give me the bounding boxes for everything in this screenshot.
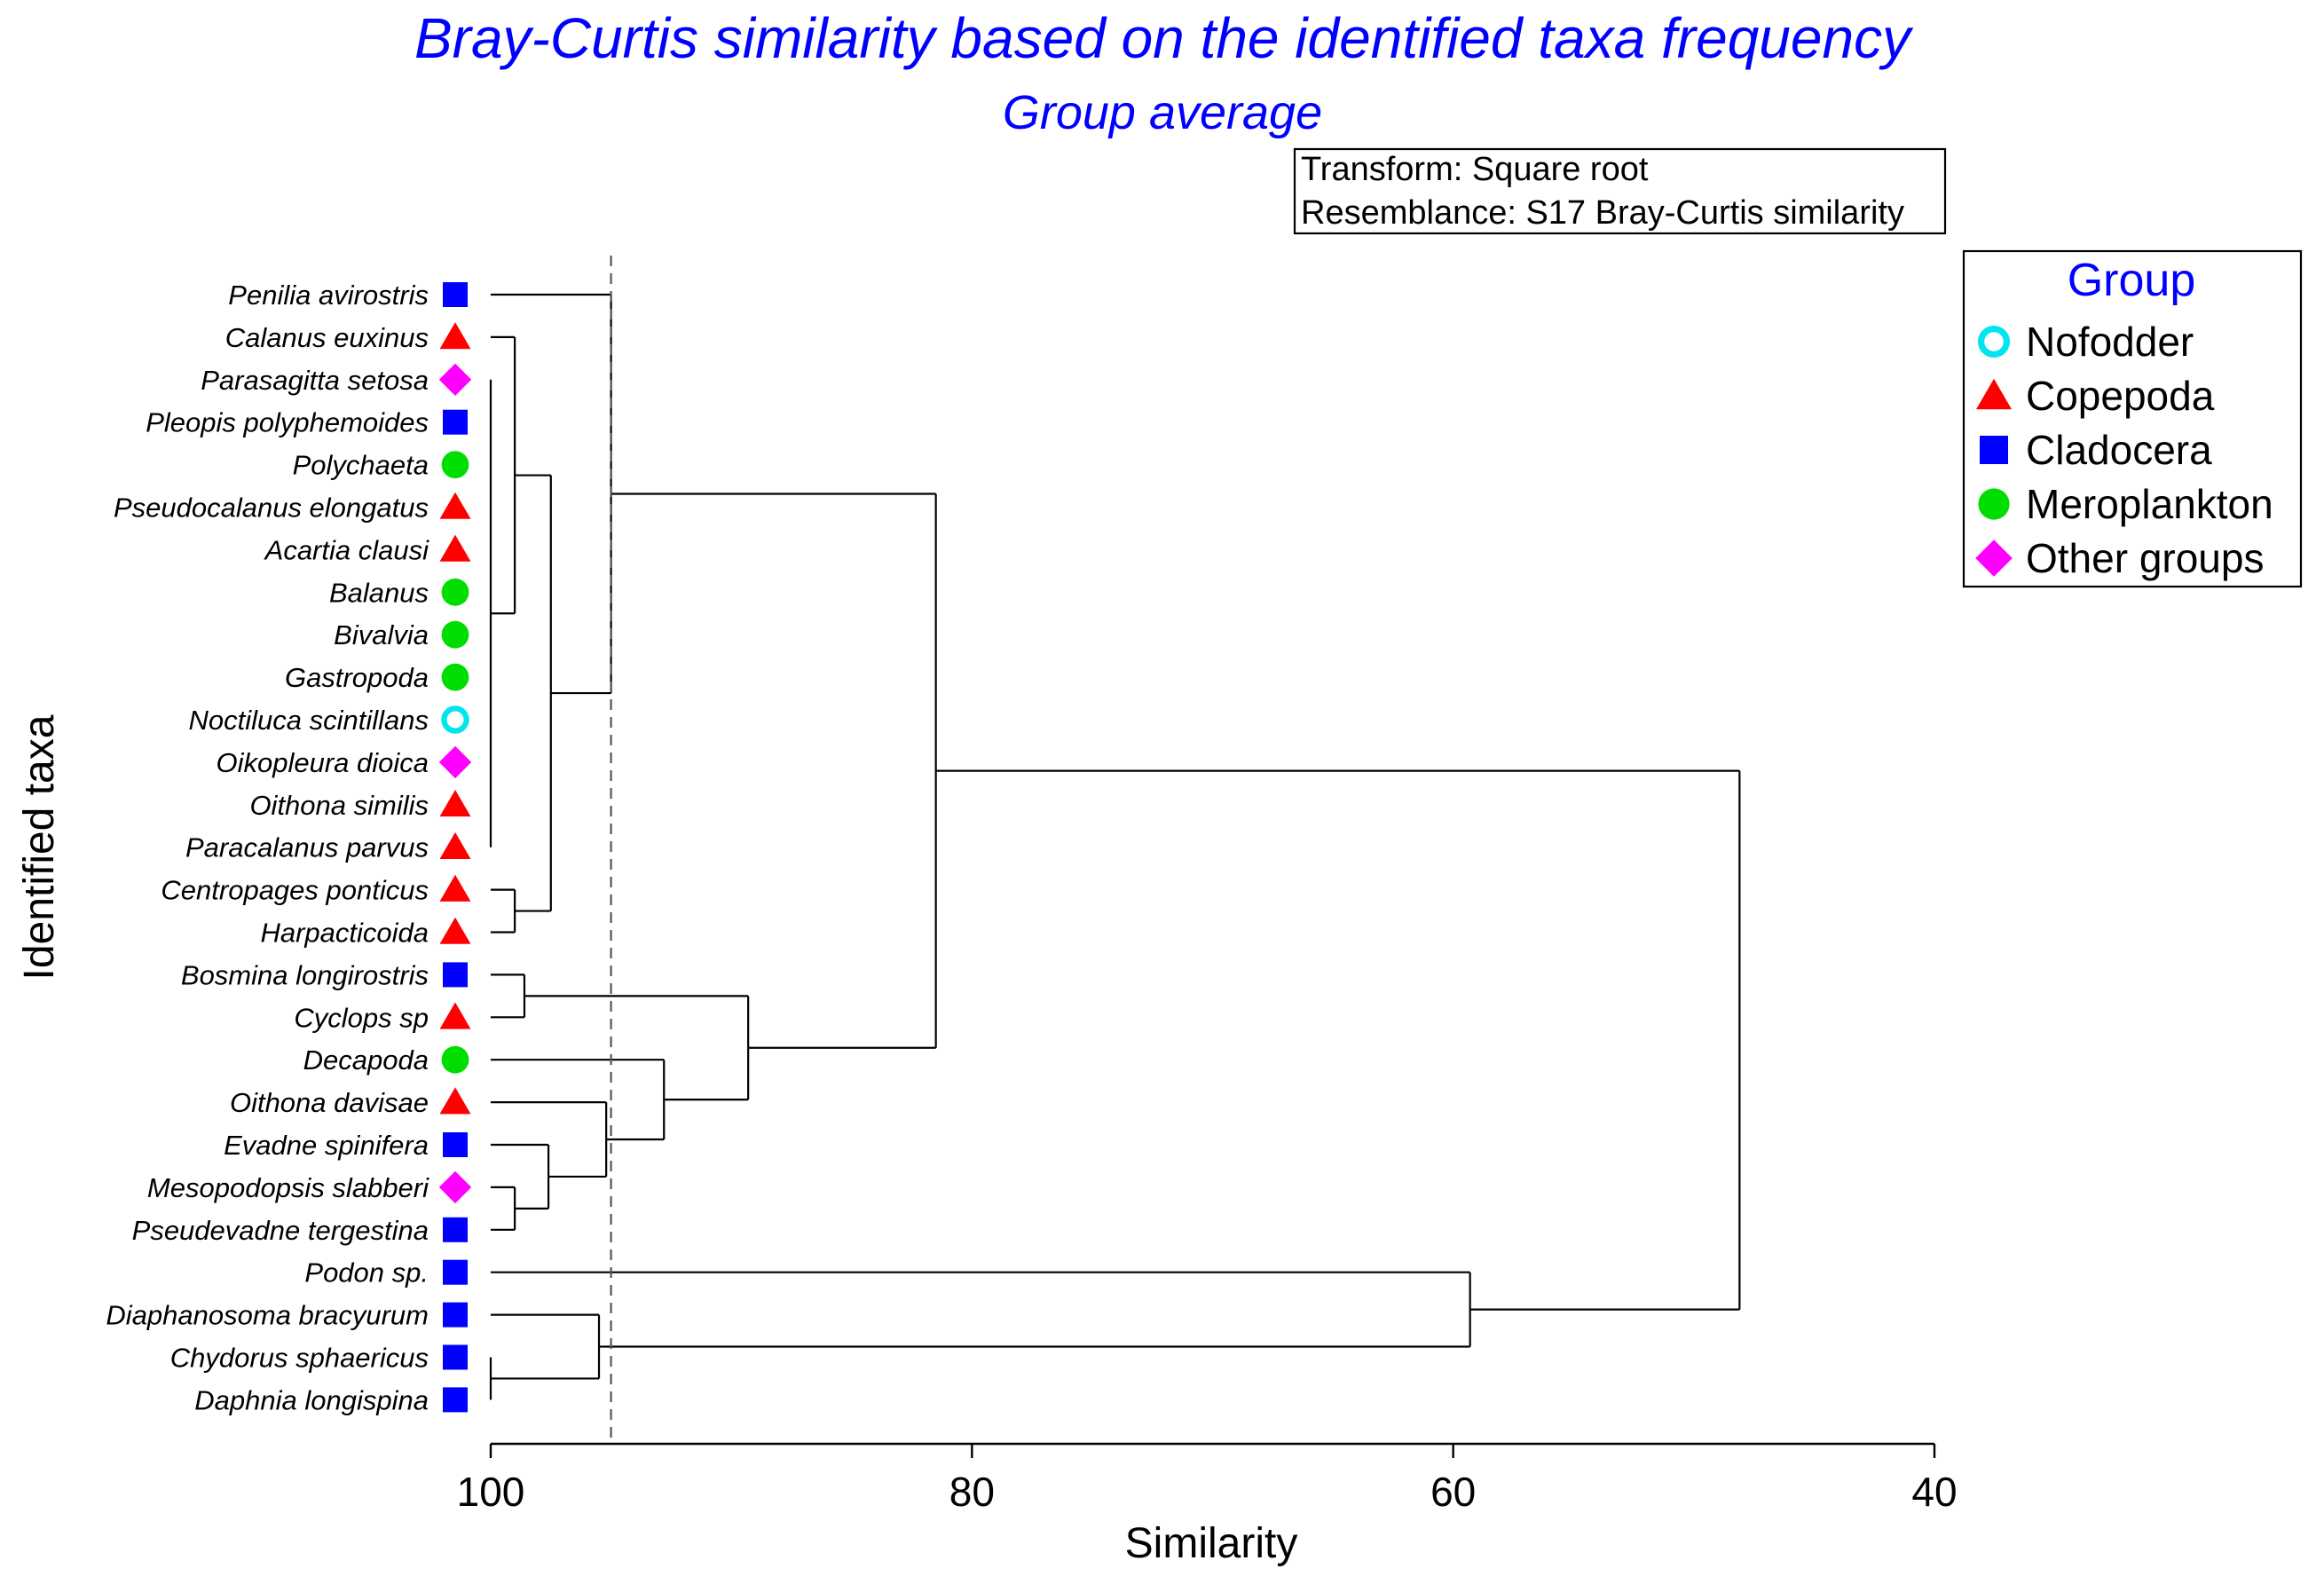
dendrogram-branches [489,256,1741,1445]
leaf-marker-pseudevadne-tergestina [443,1217,468,1242]
leaf-label-harpacticoida: Harpacticoida [260,918,429,949]
leaf-marker-decapoda [441,1045,469,1074]
leaf-marker-oikopleura-dioica [438,745,472,779]
leaf-label-pseudevadne-tergestina: Pseudevadne tergestina [132,1215,429,1246]
leaf-marker-daphnia-longispina [443,1387,468,1413]
x-tick-label-60: 60 [1430,1469,1476,1515]
x-tick-label-80: 80 [949,1469,995,1515]
info-box-transform: Transform: Square root [1301,151,1649,188]
leaf-marker-balanus [441,578,469,606]
legend-label-nofodder: Nofodder [2026,319,2194,365]
leaf-label-decapoda: Decapoda [303,1044,429,1076]
legend-label-meroplankton: Meroplankton [2026,481,2273,527]
leaf-marker-oithona-similis [439,790,471,817]
chart-subtitle: Group average [1003,86,1322,139]
leaf-marker-bivalvia [441,620,469,649]
leaf-label-bivalvia: Bivalvia [334,619,429,650]
leaf-marker-paracalanus-parvus [439,831,471,859]
leaf-marker-parasagitta-setosa [438,363,472,396]
leaf-label-oikopleura-dioica: Oikopleura dioica [216,747,429,778]
y-axis-label: Identified taxa [16,714,63,980]
leaf-label-noctiluca-scintillans: Noctiluca scintillans [189,705,429,736]
leaf-label-penilia-avirostris: Penilia avirostris [228,280,429,311]
leaf-marker-penilia-avirostris [443,282,468,307]
leaf-label-calanus-euxinus: Calanus euxinus [225,322,429,353]
leaf-label-podon-sp: Podon sp. [304,1257,429,1289]
leaf-marker-evadne-spinifera [443,1132,468,1157]
leaf-marker-mesopodopsis-slabberi [438,1170,472,1204]
x-axis: 100 80 60 40 [457,1442,1958,1515]
leaf-label-oithona-davisae: Oithona davisae [230,1087,429,1118]
legend-marker-cladocera [1980,436,2008,464]
leaf-label-centropages-ponticus: Centropages ponticus [161,875,429,906]
leaf-label-bosmina-longirostris: Bosmina longirostris [181,959,429,990]
legend-label-other-groups: Other groups [2026,535,2264,581]
leaf-label-oithona-similis: Oithona similis [249,790,429,821]
leaf-label-acartia-clausi: Acartia clausi [264,534,429,565]
x-axis-label: Similarity [1125,1520,1298,1567]
leaf-label-cyclops-sp: Cyclops sp [294,1002,429,1033]
leaf-label-pleopis-polyphemoides: Pleopis polyphemoides [146,407,429,438]
leaf-label-evadne-spinifera: Evadne spinifera [224,1130,429,1161]
info-box-resemblance: Resemblance: S17 Bray-Curtis similarity [1301,194,1904,232]
leaf-label-mesopodopsis-slabberi: Mesopodopsis slabberi [147,1172,429,1203]
leaf-label-polychaeta: Polychaeta [293,450,429,481]
legend-label-cladocera: Cladocera [2026,427,2212,473]
leaf-marker-chydorus-sphaericus [443,1344,468,1370]
info-box: Transform: Square root Resemblance: S17 … [1293,147,1947,235]
legend-marker-nofodder [1978,326,2011,359]
leaf-label-daphnia-longispina: Daphnia longispina [194,1384,429,1415]
leaf-marker-harpacticoida [439,917,471,944]
leaf-marker-podon-sp [443,1259,468,1285]
leaf-marker-noctiluca-scintillans [441,705,469,734]
leaf-marker-acartia-clausi [439,534,471,562]
leaf-marker-bosmina-longirostris [443,962,468,988]
legend-marker-other-groups [1975,540,2013,577]
leaf-marker-calanus-euxinus [439,322,471,350]
leaf-labels: Penilia avirostris Calanus euxinus Parasag… [106,280,429,1415]
chart-title: Bray-Curtis similarity based on the iden… [414,6,1914,70]
legend-marker-copepoda [1976,378,2012,410]
leaf-markers [438,282,472,1413]
legend-marker-meroplankton [1978,488,2010,520]
leaf-label-paracalanus-parvus: Paracalanus parvus [185,832,429,863]
leaf-marker-polychaeta [441,451,469,478]
leaf-label-gastropoda: Gastropoda [285,662,429,693]
leaf-label-balanus: Balanus [329,577,429,608]
x-tick-label-40: 40 [1911,1469,1957,1515]
leaf-marker-diaphanosoma-bracyurum [443,1302,468,1328]
leaf-label-diaphanosoma-bracyurum: Diaphanosoma bracyurum [106,1300,429,1331]
leaf-label-pseudocalanus-elongatus: Pseudocalanus elongatus [114,493,429,524]
leaf-label-parasagitta-setosa: Parasagitta setosa [201,365,429,396]
leaf-marker-pseudocalanus-elongatus [439,492,471,519]
leaf-marker-pleopis-polyphemoides [443,409,468,435]
leaf-marker-oithona-davisae [439,1087,471,1115]
legend: Group Nofodder Copepoda Cladocera Meroplank… [1962,249,2303,588]
x-tick-label-100: 100 [457,1469,525,1515]
leaf-marker-gastropoda [441,663,469,691]
leaf-marker-cyclops-sp [439,1002,471,1029]
legend-label-copepoda: Copepoda [2026,373,2215,419]
leaf-label-chydorus-sphaericus: Chydorus sphaericus [170,1343,429,1374]
legend-title: Group [2068,255,2196,306]
leaf-marker-centropages-ponticus [439,874,471,902]
